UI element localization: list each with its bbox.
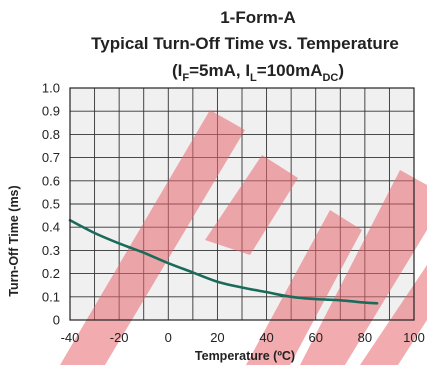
watermark-stroke bbox=[246, 210, 362, 365]
watermark bbox=[60, 110, 427, 365]
y-tick-label: 0.7 bbox=[42, 150, 60, 165]
y-tick-label: 1.0 bbox=[42, 81, 60, 96]
x-tick-label: 60 bbox=[308, 330, 322, 345]
y-tick-label: 0.5 bbox=[42, 197, 60, 212]
y-axis-label: Turn-Off Time (ms) bbox=[7, 185, 21, 296]
watermark-stroke bbox=[360, 265, 427, 365]
y-tick-label: 0.4 bbox=[42, 220, 60, 235]
x-tick-label: 0 bbox=[165, 330, 172, 345]
grid bbox=[70, 88, 414, 320]
x-tick-label: -20 bbox=[110, 330, 129, 345]
x-tick-label: 100 bbox=[403, 330, 425, 345]
series-layer bbox=[68, 218, 379, 305]
y-tick-label: 0.6 bbox=[42, 173, 60, 188]
x-axis-label: Temperature (ºC) bbox=[195, 349, 295, 363]
y-tick-label: 0.8 bbox=[42, 127, 60, 142]
x-tick-label: 20 bbox=[210, 330, 224, 345]
series-line bbox=[68, 218, 379, 305]
watermark-stroke bbox=[300, 170, 427, 365]
y-tick-label: 0.1 bbox=[42, 289, 60, 304]
plot-border bbox=[69, 87, 415, 321]
x-tick-label: -40 bbox=[61, 330, 80, 345]
y-tick-label: 0.9 bbox=[42, 104, 60, 119]
chart-title-line1: 1-Form-A bbox=[220, 8, 296, 27]
y-tick-label: 0.3 bbox=[42, 243, 60, 258]
x-tick-label: 80 bbox=[358, 330, 372, 345]
axis-ticks: -40 -20 0 20 40 60 80 100 0 0.1 0.2 0.3 0.4 0.5 0.6 0.7… bbox=[42, 81, 425, 346]
y-tick-label: 0 bbox=[53, 313, 60, 328]
watermark-stroke bbox=[205, 155, 298, 255]
chart-title-line3: (IF=5mA, IL=100mADC) bbox=[172, 61, 344, 84]
watermark-stroke bbox=[60, 110, 245, 365]
x-tick-label: 40 bbox=[259, 330, 273, 345]
y-tick-label: 0.2 bbox=[42, 266, 60, 281]
chart-title-line2: Typical Turn-Off Time vs. Temperature bbox=[91, 34, 399, 53]
